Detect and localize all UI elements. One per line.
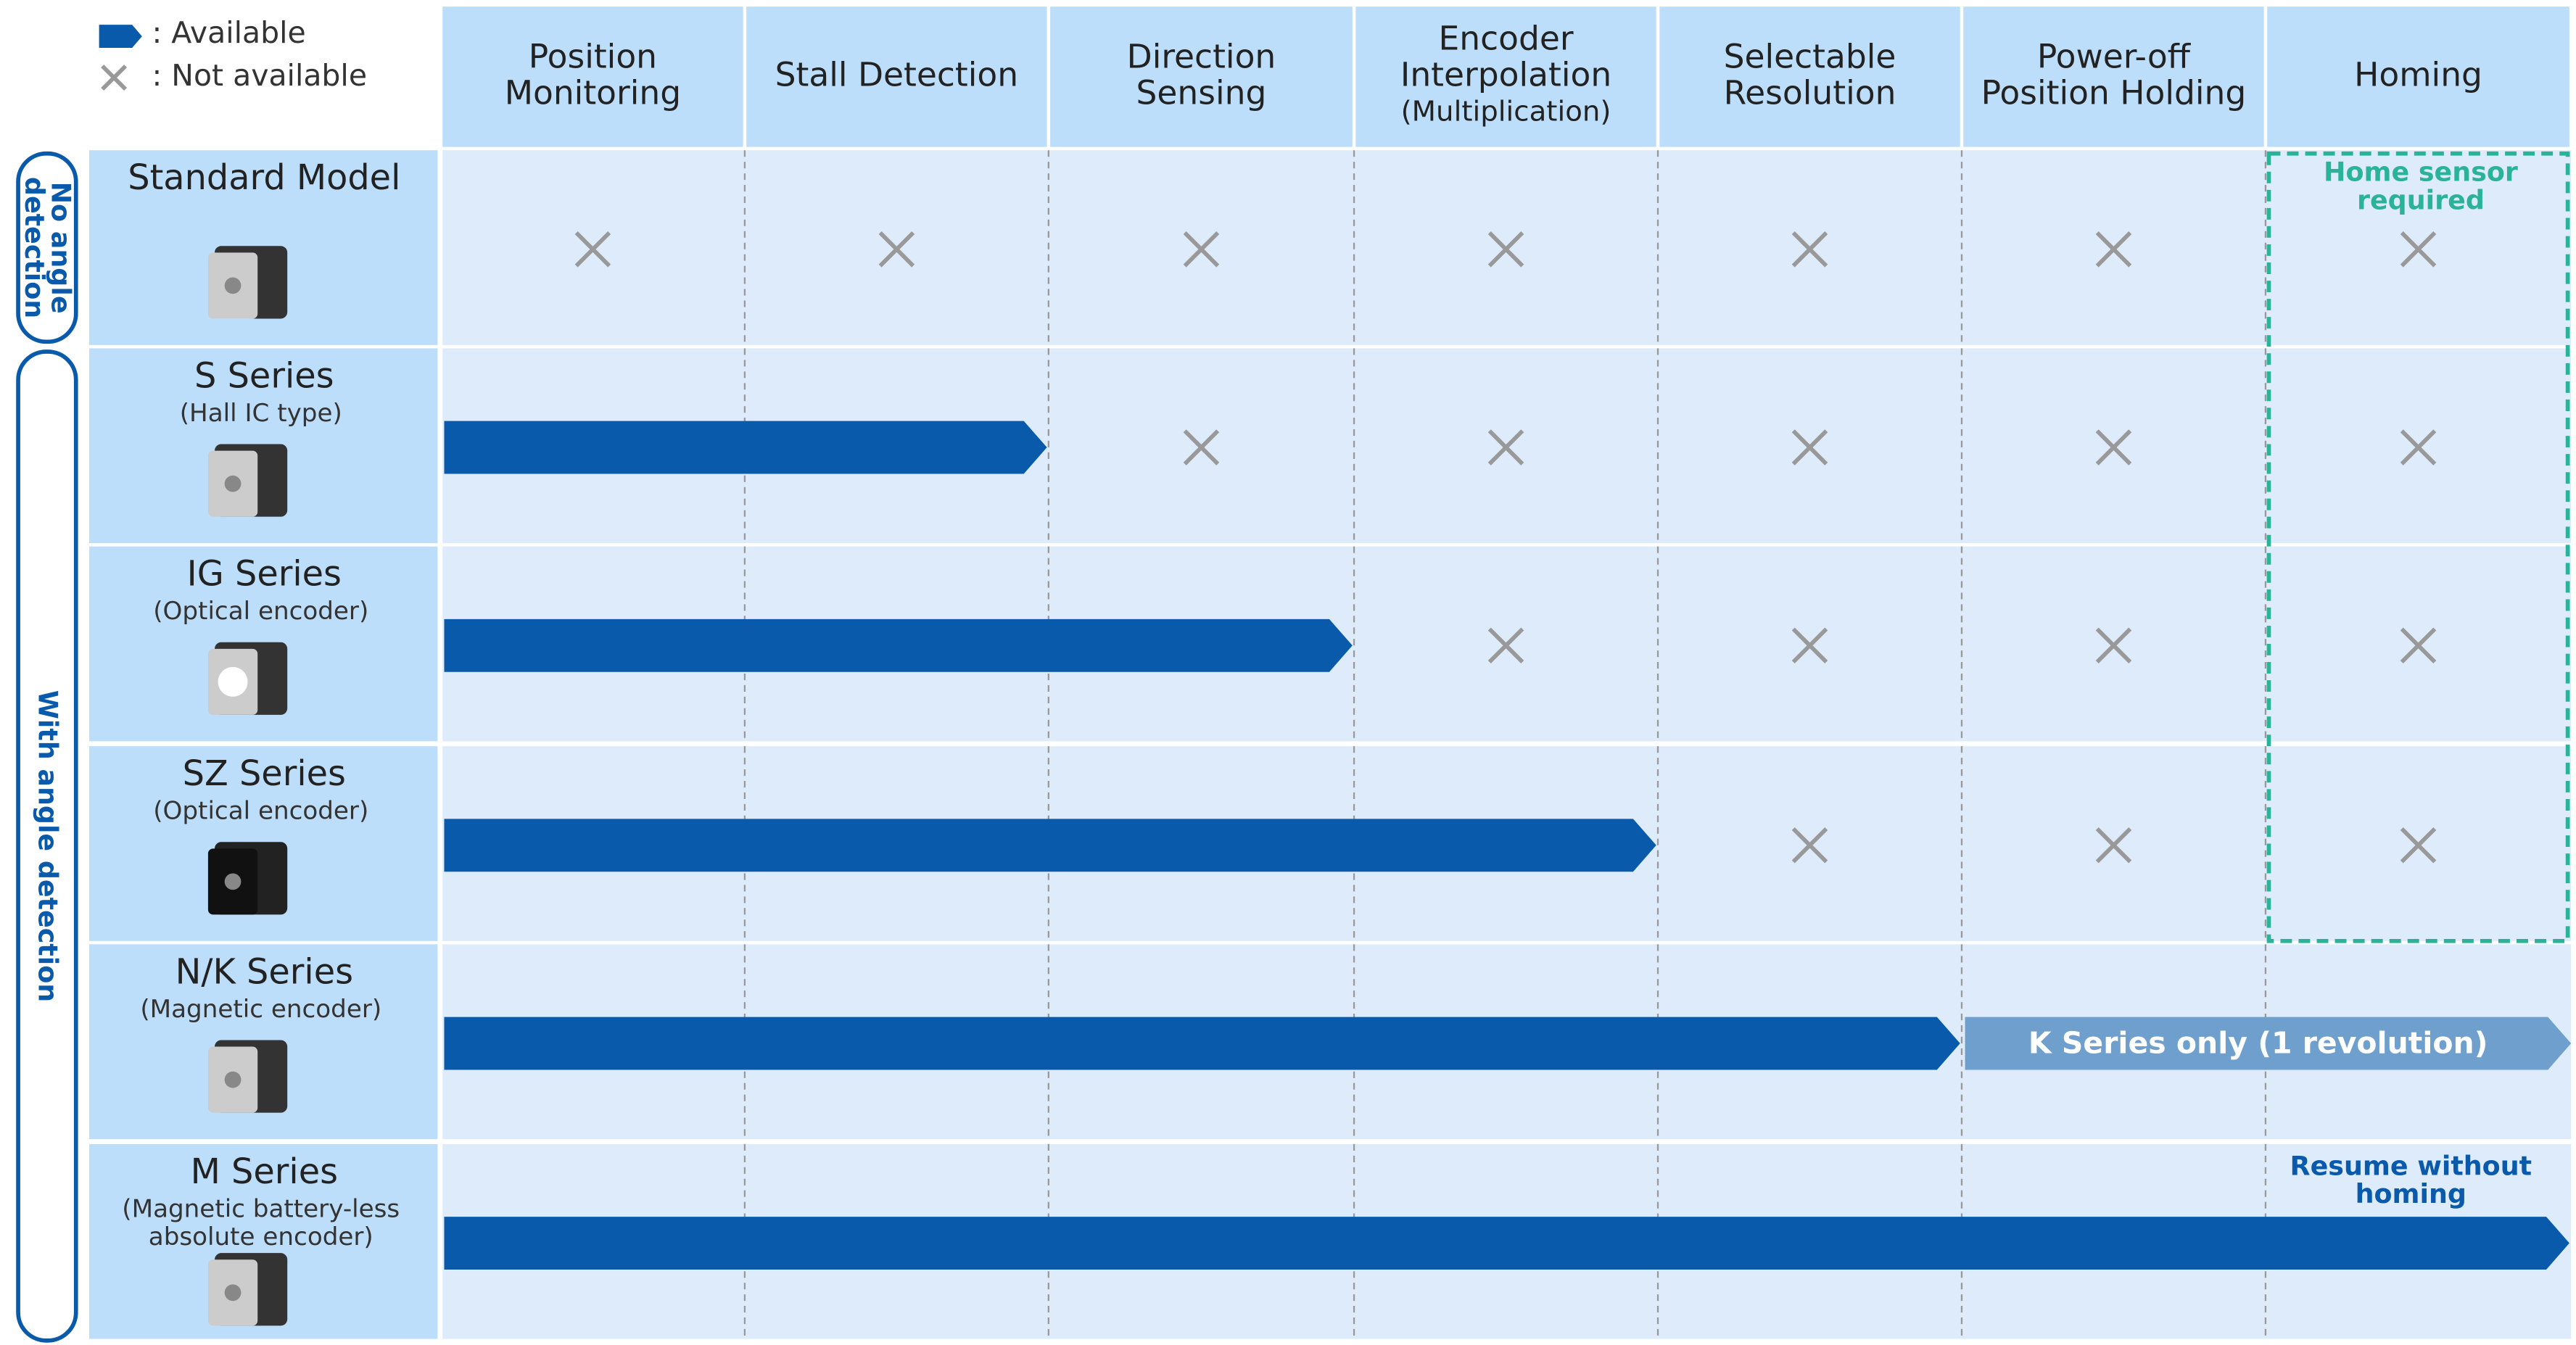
row-sub: (Magnetic encoder) — [140, 995, 381, 1024]
not-available-cross — [2400, 231, 2437, 268]
legend-available: : Available — [152, 15, 305, 50]
motor-shaft — [224, 1071, 242, 1088]
motor-icon — [207, 1040, 288, 1113]
motor-icon — [207, 444, 288, 517]
motor-icon — [207, 1253, 288, 1326]
not-available-cross — [1487, 231, 1524, 268]
header-cell — [1355, 7, 1656, 147]
header-cell — [1050, 7, 1353, 147]
column-header: Monitoring — [505, 73, 681, 112]
column-header-sub: (Multiplication) — [1401, 95, 1611, 128]
row-sub: (Magnetic battery-less — [122, 1194, 400, 1223]
not-available-cross — [2095, 231, 2132, 268]
not-available-cross — [2095, 827, 2132, 864]
header-cell — [1963, 7, 2264, 147]
column-header: Encoder — [1439, 19, 1574, 57]
not-available-cross — [1791, 429, 1828, 465]
header-cell — [1659, 7, 1960, 147]
group-label: detection — [19, 177, 50, 318]
not-available-cross — [2095, 429, 2132, 465]
row-sub: (Optical encoder) — [153, 797, 368, 826]
column-header: Resolution — [1724, 73, 1896, 112]
not-available-cross — [1791, 627, 1828, 664]
not-available-cross — [878, 231, 915, 268]
resume-note: Resume without — [2290, 1150, 2532, 1181]
header-cell — [2267, 7, 2569, 147]
column-header: Power-off — [2037, 37, 2192, 75]
motor-shaft — [218, 666, 248, 697]
not-available-cross — [2400, 627, 2437, 664]
group-pill — [16, 151, 78, 344]
row-name: M Series — [191, 1152, 338, 1192]
home-sensor-note: Home sensor — [2324, 157, 2518, 188]
column-header: Position Holding — [1981, 73, 2247, 112]
available-arrow — [444, 819, 1656, 872]
not-available-cross — [1487, 627, 1524, 664]
available-arrow — [444, 421, 1047, 474]
group-label: With angle detection — [32, 690, 63, 1002]
resume-note: homing — [2356, 1178, 2466, 1209]
not-available-cross — [2400, 429, 2437, 465]
legend-not-available: : Not available — [152, 58, 367, 93]
row-name: Standard Model — [128, 158, 400, 198]
motor-shaft — [224, 1284, 242, 1301]
not-available-cross — [1183, 231, 1220, 268]
row-sub: (Hall IC type) — [180, 399, 342, 428]
legend-available-icon — [99, 25, 142, 49]
motor-shaft — [224, 277, 242, 294]
not-available-cross — [1183, 429, 1220, 465]
k-series-note: K Series only (1 revolution) — [2028, 1025, 2488, 1060]
available-arrow — [444, 1217, 2569, 1270]
row-name: IG Series — [187, 555, 342, 595]
row-sub: absolute encoder) — [149, 1222, 373, 1251]
legend-not-available-icon — [101, 65, 128, 91]
row-name: N/K Series — [176, 952, 353, 992]
column-header: Interpolation — [1400, 55, 1611, 94]
row-sub: (Optical encoder) — [153, 597, 368, 626]
column-header: Sensing — [1136, 73, 1267, 112]
motor-icon — [207, 842, 288, 915]
not-available-cross — [2400, 827, 2437, 864]
motor-shaft — [224, 873, 242, 890]
k-series-arrow — [1965, 1017, 2572, 1070]
header-cell — [746, 7, 1047, 147]
header-cell — [442, 7, 743, 147]
column-header: Homing — [2354, 55, 2482, 94]
motor-icon — [207, 246, 288, 319]
row-name: S Series — [194, 356, 334, 396]
available-arrow — [444, 1017, 1960, 1070]
not-available-cross — [1791, 827, 1828, 864]
available-arrow — [444, 618, 1353, 672]
home-sensor-note: required — [2357, 184, 2485, 215]
not-available-cross — [1487, 429, 1524, 465]
not-available-cross — [1791, 231, 1828, 268]
home-sensor-box — [2266, 151, 2570, 943]
column-header: Direction — [1127, 37, 1276, 75]
column-header: Selectable — [1724, 37, 1896, 75]
motor-icon — [207, 642, 288, 715]
not-available-cross — [574, 231, 611, 268]
not-available-cross — [2095, 627, 2132, 664]
group-pill — [16, 349, 78, 1343]
column-header: Position — [529, 37, 657, 75]
group-label: No angle — [45, 182, 76, 314]
row-name: SZ Series — [183, 754, 346, 794]
column-header: Stall Detection — [775, 55, 1019, 94]
motor-shaft — [224, 475, 242, 492]
